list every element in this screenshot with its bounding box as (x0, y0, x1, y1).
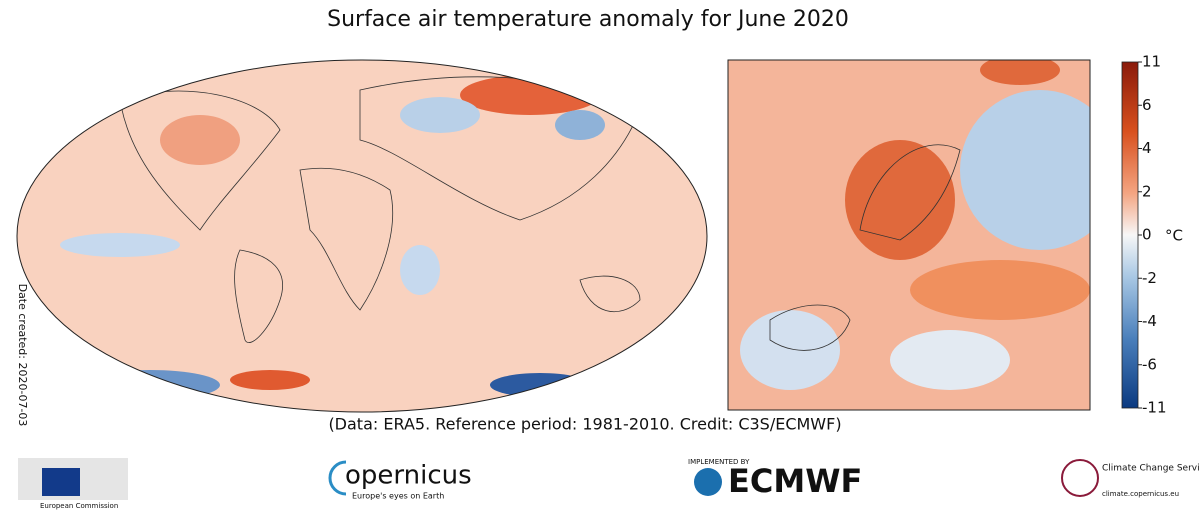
c3s-logo: Climate Change Service climate.copernicu… (1061, 459, 1200, 498)
colorbar-tick-label: 6 (1142, 96, 1152, 114)
colorbar-tick-label: -4 (1142, 312, 1157, 330)
colorbar-unit: °C (1165, 227, 1183, 245)
c3s-text: Climate Change Service (1102, 464, 1200, 474)
colorbar-tick-label: 11 (1142, 53, 1161, 71)
colorbar-tick-label: -6 (1142, 355, 1157, 373)
colorbar-tick-label: -2 (1142, 269, 1157, 287)
colorbar-tick-label: -11 (1142, 399, 1167, 417)
europe-frame (727, 59, 1091, 411)
colorbar-tick-label: 4 (1142, 139, 1152, 157)
world-frame (16, 59, 708, 413)
ecmwf-top: IMPLEMENTED BY (688, 458, 750, 466)
colorbar-tick-label: 2 (1142, 182, 1152, 200)
colorbar-tick-label: 0 (1142, 226, 1152, 244)
colorbar (1121, 61, 1139, 409)
credit: (Data: ERA5. Reference period: 1981-2010… (328, 415, 841, 434)
ec-text: European Commission (40, 502, 118, 510)
title: Surface air temperature anomaly for June… (327, 7, 849, 32)
ec-logo: European Commission (18, 458, 128, 510)
copernicus-logo: opernicus Europe's eyes on Earth (328, 461, 472, 501)
ecmwf-text: ECMWF (728, 462, 862, 500)
copernicus-tagline: Europe's eyes on Earth (352, 492, 444, 501)
copernicus-text: opernicus (345, 461, 472, 491)
europe-map (728, 60, 1090, 410)
world-map (17, 60, 707, 412)
c3s-url: climate.copernicus.eu (1102, 490, 1179, 498)
ecmwf-logo: IMPLEMENTED BY ECMWF (688, 458, 862, 500)
date-created: Date created: 2020-07-03 (16, 284, 29, 427)
